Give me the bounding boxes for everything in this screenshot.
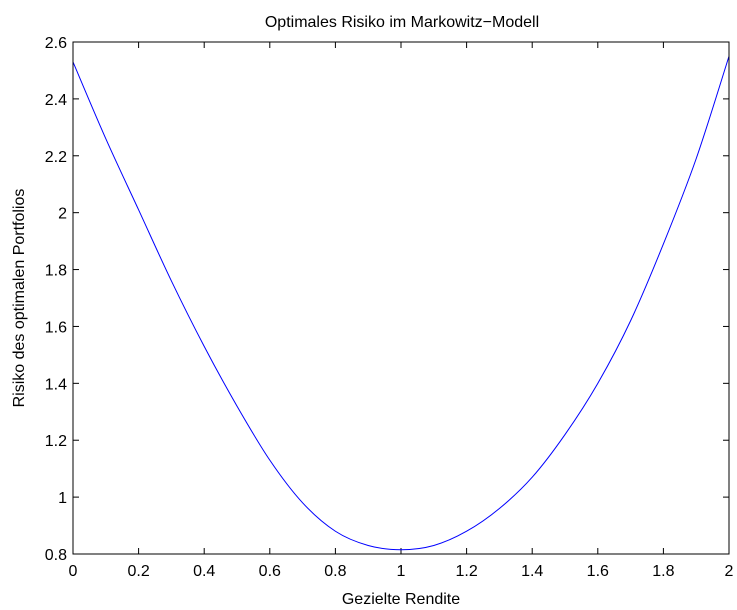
y-tick-label: 1.2 xyxy=(45,433,67,450)
x-tick-label: 1.8 xyxy=(652,563,674,580)
y-tick-label: 2.6 xyxy=(45,35,67,52)
x-tick-label: 1.2 xyxy=(455,563,477,580)
x-tick-label: 0 xyxy=(69,563,78,580)
x-tick-label: 2 xyxy=(725,563,734,580)
x-tick-label: 1.6 xyxy=(587,563,609,580)
x-tick-label: 1 xyxy=(397,563,406,580)
y-tick-label: 1.8 xyxy=(45,263,67,280)
y-tick-label: 0.8 xyxy=(45,547,67,564)
x-axis-title: Gezielte Rendite xyxy=(342,591,460,608)
series-line xyxy=(72,56,730,551)
axis-ticks xyxy=(72,41,730,555)
y-tick-label: 2 xyxy=(58,206,67,223)
y-axis-title: Risiko des optimalen Portfolios xyxy=(11,189,28,408)
y-tick-label: 1 xyxy=(58,490,67,507)
x-tick-label: 0.2 xyxy=(127,563,149,580)
x-tick-label: 0.6 xyxy=(259,563,281,580)
x-tick-label: 0.4 xyxy=(193,563,215,580)
plot-frame xyxy=(72,41,730,555)
y-tick-label: 1.4 xyxy=(45,376,67,393)
y-tick-label: 2.4 xyxy=(45,92,67,109)
tick-labels: 0 0.2 0.4 0.6 0.8 1 1.2 1.4 1.6 1.8 2 0.8 1 1.2 1.4 1.6… xyxy=(45,35,734,580)
x-tick-label: 1.4 xyxy=(521,563,543,580)
y-tick-label: 1.6 xyxy=(45,319,67,336)
x-tick-label: 0.8 xyxy=(324,563,346,580)
y-tick-label: 2.2 xyxy=(45,149,67,166)
chart-title: Optimales Risiko im Markowitz−Modell xyxy=(265,14,539,31)
